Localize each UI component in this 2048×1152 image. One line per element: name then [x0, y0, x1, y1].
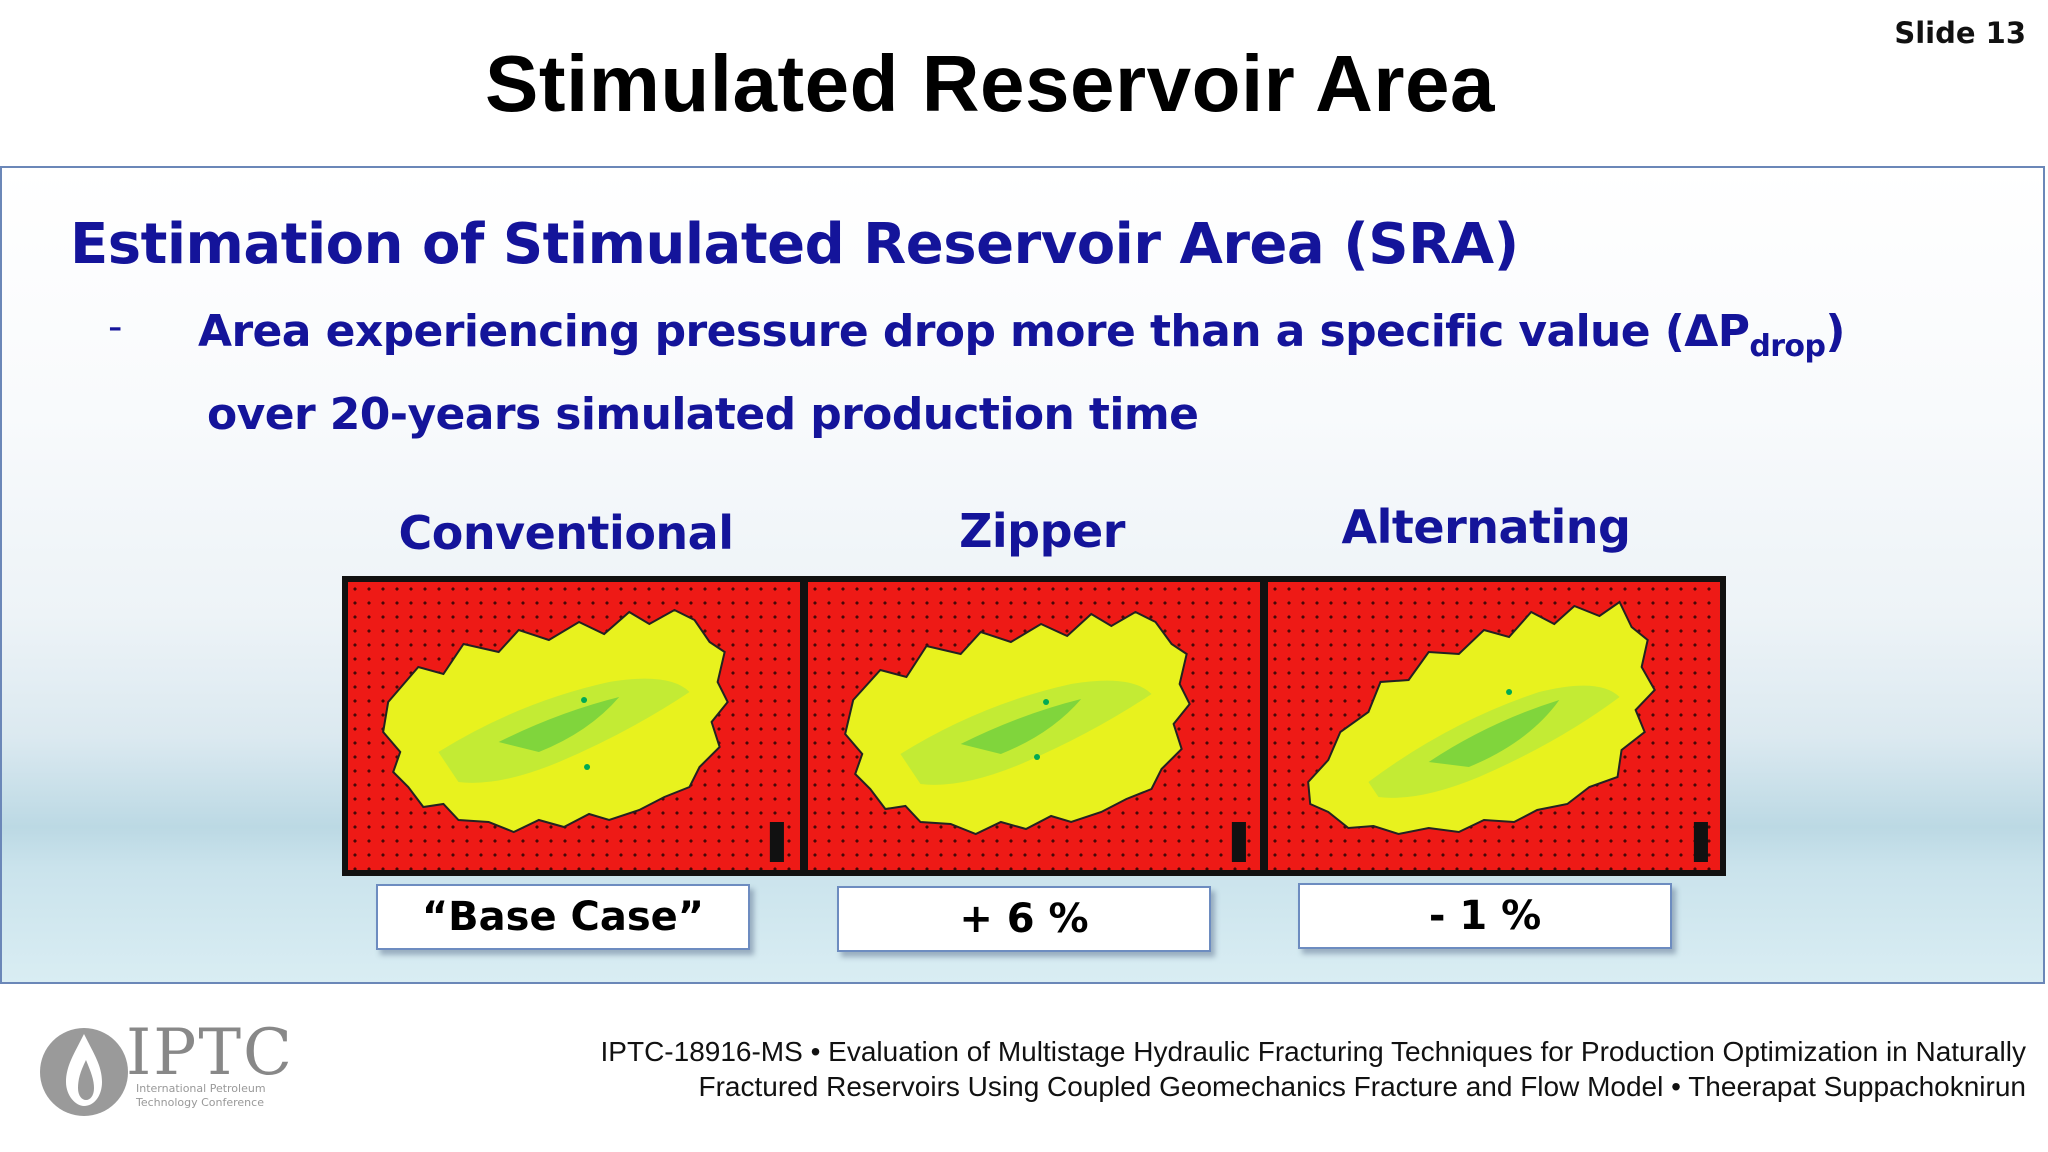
result-box-zipper: + 6 %	[837, 886, 1211, 952]
section-heading: Estimation of Stimulated Reservoir Area …	[70, 212, 1519, 277]
logo-wordmark: IPTC	[126, 1016, 294, 1090]
label-alternating: Alternating	[1341, 500, 1631, 554]
bullet-line-1-close: )	[1825, 306, 1845, 357]
label-conventional: Conventional	[398, 506, 734, 560]
label-zipper: Zipper	[959, 504, 1125, 558]
footer-citation: IPTC-18916-MS • Evaluation of Multistage…	[526, 1034, 2026, 1104]
logo-subtext: International Petroleum Technology Confe…	[136, 1082, 266, 1110]
footer-line-1: IPTC-18916-MS • Evaluation of Multistage…	[600, 1036, 2026, 1067]
iptc-logo: IPTC International Petroleum Technology …	[36, 1016, 292, 1120]
sra-map-alternating	[1268, 582, 1720, 870]
sra-map-zipper	[808, 582, 1260, 870]
bullet-marker: -	[108, 304, 123, 350]
slide-number: Slide 13	[1894, 16, 2026, 50]
logo-subtext-line-2: Technology Conference	[136, 1096, 264, 1109]
bullet-line-2: over 20-years simulated production time	[207, 389, 1199, 440]
slide-title: Stimulated Reservoir Area	[485, 39, 1495, 128]
bullet-text: Area experiencing pressure drop more tha…	[198, 298, 1898, 449]
sra-map-strip	[342, 576, 1726, 876]
bullet-line-1: Area experiencing pressure drop more tha…	[198, 298, 1898, 381]
result-box-conventional: “Base Case”	[376, 884, 750, 950]
bullet-line-1-text: Area experiencing pressure drop more tha…	[198, 306, 1750, 357]
flame-drop-icon	[40, 1028, 128, 1116]
content-panel: Estimation of Stimulated Reservoir Area …	[0, 166, 2045, 984]
logo-subtext-line-1: International Petroleum	[136, 1082, 266, 1095]
delta-p-subscript: drop	[1749, 329, 1826, 364]
result-box-alternating: - 1 %	[1298, 883, 1672, 949]
sra-map-conventional	[348, 582, 800, 870]
footer-line-2: Fractured Reservoirs Using Coupled Geome…	[698, 1071, 2027, 1102]
